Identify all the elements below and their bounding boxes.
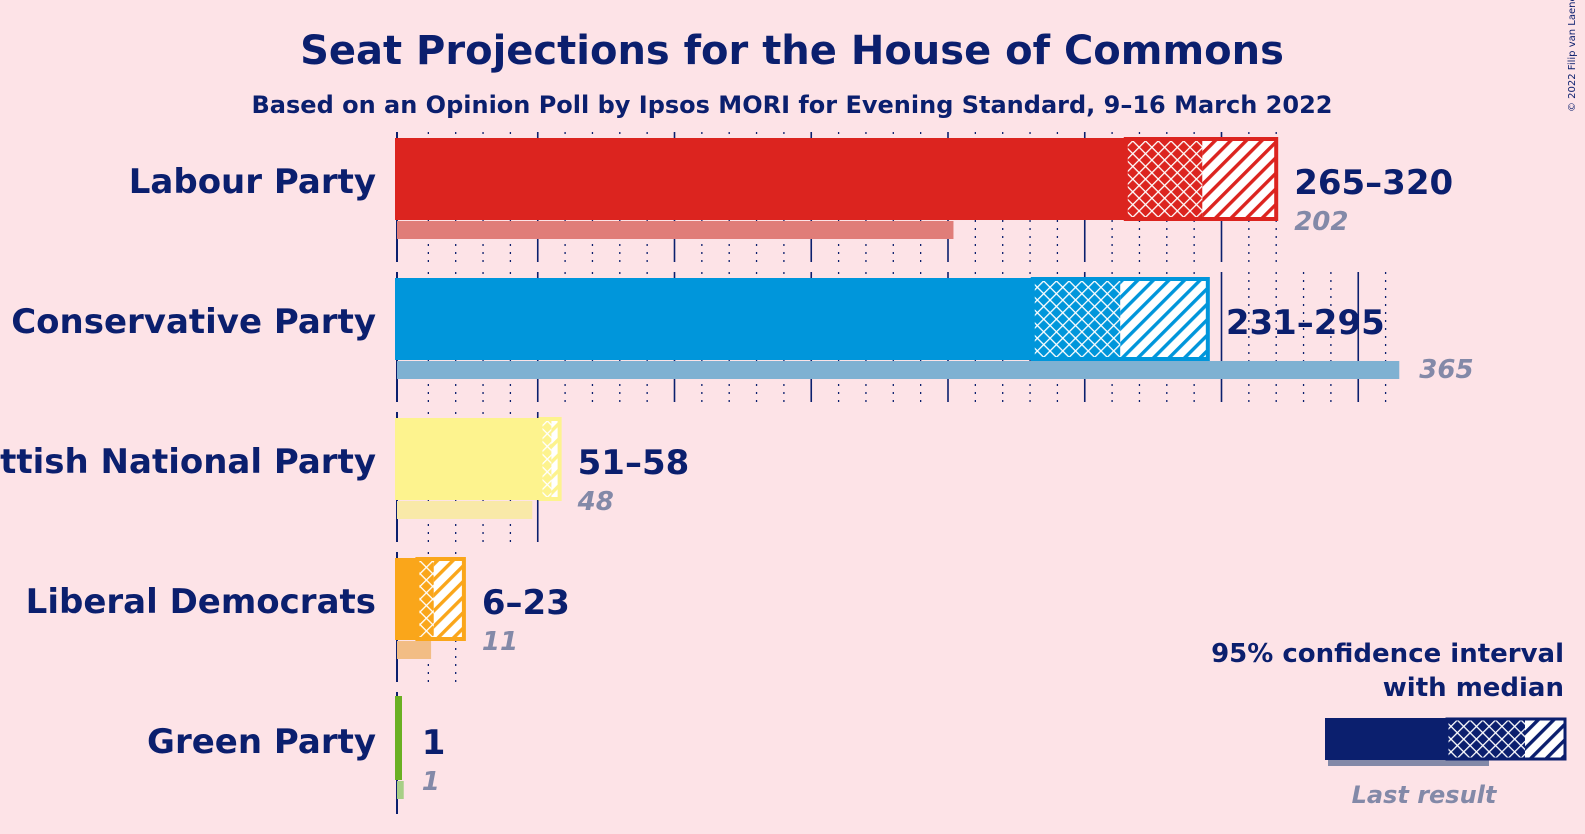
- last-result-label: 48: [577, 487, 614, 517]
- confidence-outline: [1030, 277, 1210, 361]
- party-label: Green Party: [147, 722, 376, 762]
- confidence-lower-half: [1032, 278, 1121, 360]
- copyright-credit: © 2022 Filip van Laenen: [1567, 0, 1578, 112]
- chart-subtitle: Based on an Opinion Poll by Ipsos MORI f…: [252, 91, 1333, 119]
- last-result-bar: [397, 781, 404, 799]
- legend: 95% confidence interval with median Last…: [1211, 639, 1567, 809]
- confidence-outline: [415, 557, 466, 641]
- last-result-bar: [397, 361, 1400, 379]
- chart-title: Seat Projections for the House of Common…: [300, 28, 1284, 74]
- confidence-lower-half: [540, 418, 552, 500]
- party-label: Labour Party: [129, 162, 376, 202]
- legend-cross-hatch: [1447, 718, 1525, 760]
- legend-title-line2: with median: [1383, 673, 1564, 703]
- projection-bar-solid: [395, 418, 541, 500]
- legend-last-result-label: Last result: [1352, 781, 1498, 809]
- last-result-label: 365: [1419, 355, 1473, 385]
- confidence-upper-half: [1120, 278, 1208, 360]
- legend-outline: [1445, 717, 1567, 761]
- range-label: 265–320: [1294, 163, 1453, 203]
- party-label: Liberal Democrats: [26, 582, 376, 622]
- confidence-outline: [538, 417, 562, 501]
- projection-bar: [395, 696, 402, 780]
- confidence-upper-half: [433, 558, 464, 640]
- range-label: 51–58: [578, 443, 690, 483]
- confidence-lower-half: [417, 558, 434, 640]
- legend-solid-bar: [1325, 718, 1447, 760]
- confidence-upper-half: [551, 418, 560, 500]
- confidence-upper-half: [1202, 138, 1277, 220]
- range-label: 231–295: [1226, 303, 1385, 343]
- range-label: 1: [422, 723, 446, 763]
- last-result-label: 11: [482, 627, 518, 657]
- legend-diagonal-hatch: [1525, 718, 1566, 760]
- last-result-bar: [397, 641, 432, 659]
- last-result-label: 1: [422, 767, 440, 797]
- legend-title-line1: 95% confidence interval: [1211, 639, 1564, 669]
- projection-bar-solid: [395, 558, 418, 640]
- last-result-bar: [397, 501, 533, 519]
- party-label: Scottish National Party: [0, 442, 376, 482]
- projection-bar-solid: [395, 278, 1033, 360]
- range-label: 6–23: [482, 583, 570, 623]
- party-label: Conservative Party: [11, 302, 376, 342]
- projection-bar-solid: [395, 138, 1126, 220]
- confidence-outline: [1123, 137, 1279, 221]
- party-bars: Labour Party 265–320 202 Conservative Party…: [0, 137, 1474, 799]
- confidence-lower-half: [1125, 138, 1203, 220]
- last-result-label: 202: [1294, 207, 1348, 237]
- legend-swatch: [1325, 717, 1567, 766]
- last-result-bar: [397, 221, 954, 239]
